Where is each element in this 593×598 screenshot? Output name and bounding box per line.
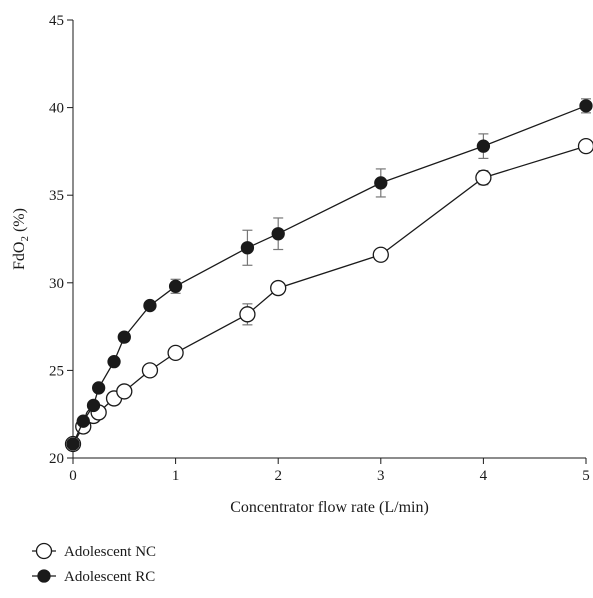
y-axis-title-unit: (%) bbox=[11, 208, 28, 236]
y-tick-label: 25 bbox=[49, 363, 64, 379]
data-point bbox=[144, 300, 156, 312]
data-point bbox=[88, 399, 100, 411]
x-tick-label: 5 bbox=[582, 468, 590, 484]
data-point bbox=[118, 331, 130, 343]
data-point bbox=[477, 140, 489, 152]
x-tick-label: 2 bbox=[274, 468, 282, 484]
series-line bbox=[73, 146, 586, 444]
y-axis-ticks: 20 25 30 35 40 45 bbox=[49, 13, 73, 467]
axes-group bbox=[73, 20, 586, 458]
data-point bbox=[93, 382, 105, 394]
data-point bbox=[271, 281, 286, 296]
data-point bbox=[67, 438, 79, 450]
data-point bbox=[580, 100, 592, 112]
x-tick-label: 3 bbox=[377, 468, 385, 484]
y-axis-title: FdO2 (%) bbox=[11, 208, 31, 270]
series-layer bbox=[66, 99, 593, 452]
x-axis-title: Concentrator flow rate (L/min) bbox=[230, 499, 429, 516]
y-tick-label: 40 bbox=[49, 101, 64, 117]
series-line bbox=[73, 106, 586, 444]
x-tick-label: 1 bbox=[172, 468, 180, 484]
data-point bbox=[77, 415, 89, 427]
y-tick-label: 20 bbox=[49, 451, 64, 467]
legend-marker bbox=[37, 544, 52, 559]
data-point bbox=[476, 170, 491, 185]
data-point bbox=[168, 345, 183, 360]
series-1 bbox=[66, 139, 593, 452]
data-point bbox=[272, 228, 284, 240]
legend: Adolescent NC Adolescent RC bbox=[32, 544, 156, 586]
data-point bbox=[373, 247, 388, 262]
y-tick-label: 35 bbox=[49, 188, 64, 204]
y-tick-label: 45 bbox=[49, 13, 64, 29]
data-point bbox=[117, 384, 132, 399]
data-point bbox=[579, 139, 593, 154]
x-tick-label: 0 bbox=[69, 468, 77, 484]
data-point bbox=[241, 242, 253, 254]
y-tick-label: 30 bbox=[49, 276, 64, 292]
data-point bbox=[108, 356, 120, 368]
data-point bbox=[170, 280, 182, 292]
y-axis-title-main: FdO bbox=[11, 242, 28, 270]
data-point bbox=[142, 363, 157, 378]
data-point bbox=[375, 177, 387, 189]
data-point bbox=[240, 307, 255, 322]
x-tick-label: 4 bbox=[480, 468, 488, 484]
x-axis-ticks: 0 1 2 3 4 5 bbox=[69, 458, 590, 484]
legend-marker bbox=[38, 570, 50, 582]
series-2 bbox=[67, 99, 592, 450]
legend-label: Adolescent NC bbox=[64, 544, 156, 560]
legend-label: Adolescent RC bbox=[64, 569, 155, 585]
